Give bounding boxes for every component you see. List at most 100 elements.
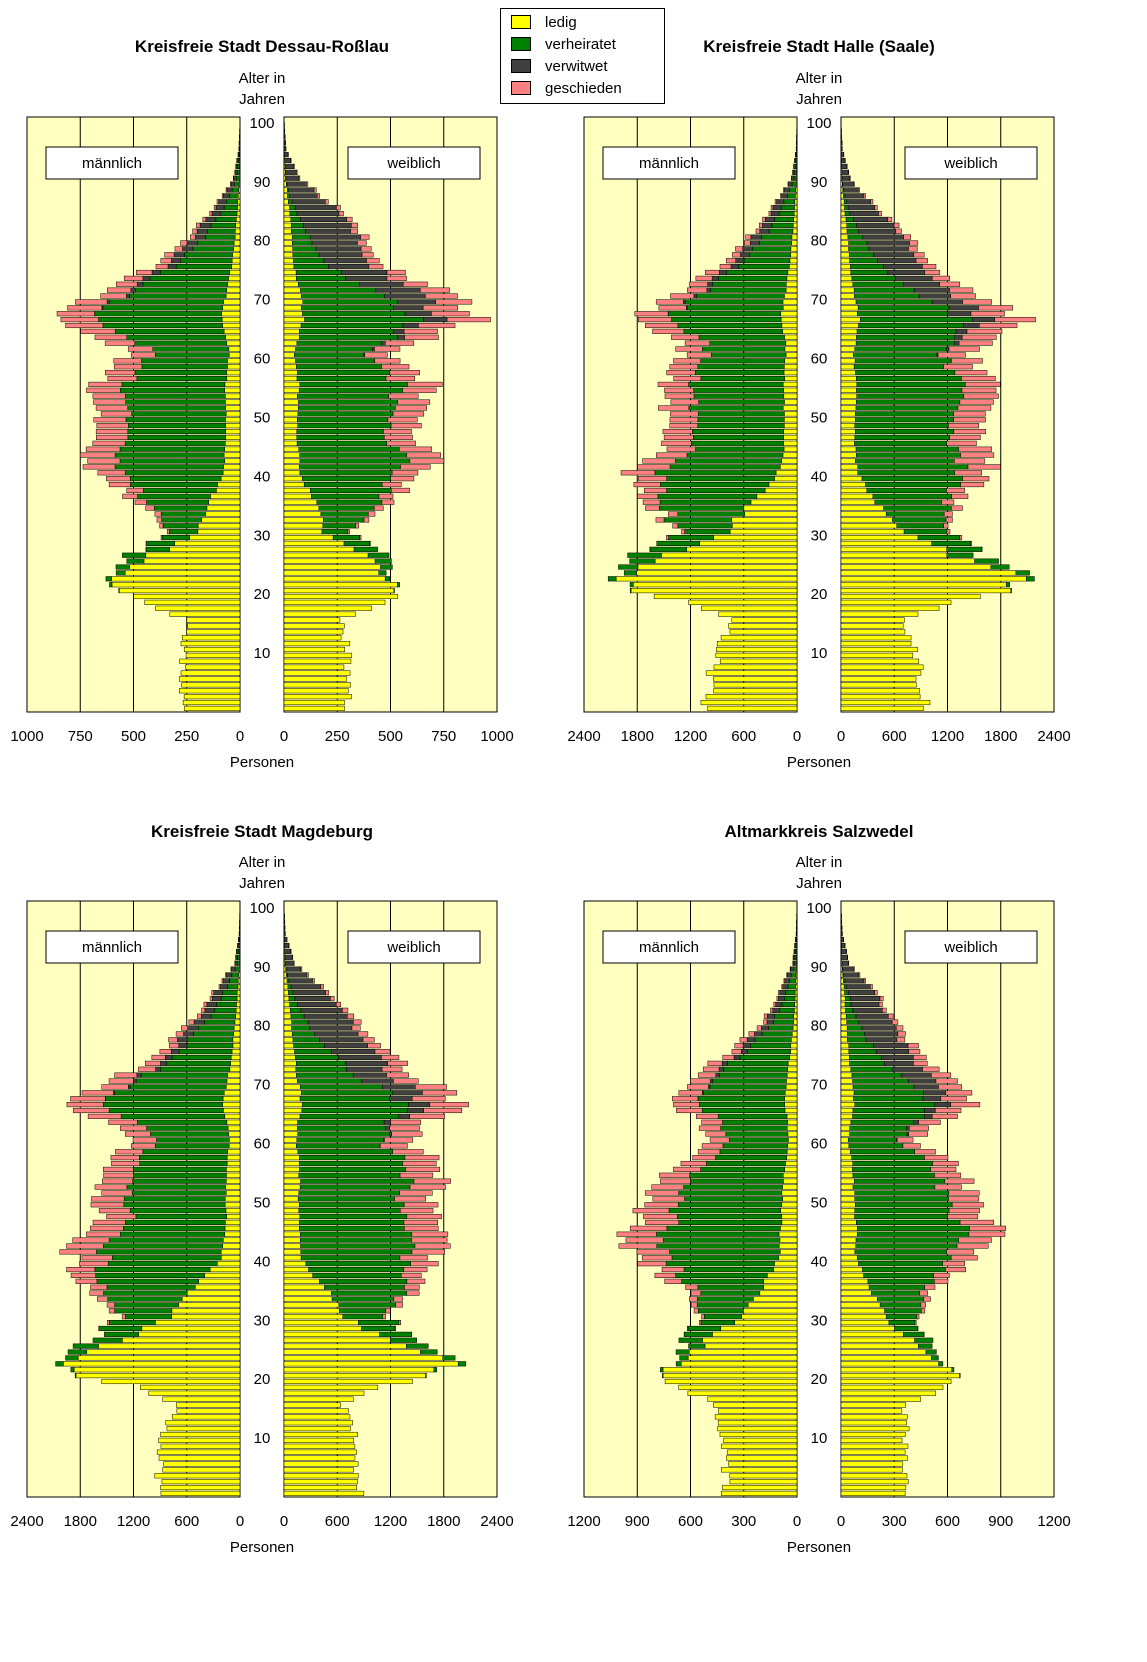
bar-male-ledig [715, 652, 798, 658]
bar-female-geschieden [360, 234, 370, 240]
bar-female-verwitwet [284, 942, 290, 949]
bar-male-geschieden [748, 1031, 755, 1037]
bar-male-ledig [712, 1331, 798, 1337]
bar-female-geschieden [399, 1190, 433, 1196]
bar-female-geschieden [397, 399, 431, 405]
bar-male-ledig [179, 658, 241, 664]
bar-male-verheiratet [750, 1043, 792, 1049]
bar-male-ledig [785, 287, 798, 293]
bar-male-geschieden [671, 334, 700, 340]
bar-female-verheiratet [297, 411, 394, 417]
bar-male-ledig [233, 1031, 241, 1037]
bar-male-ledig [793, 211, 798, 217]
bar-male-verheiratet [787, 193, 796, 199]
bar-female-verheiratet [872, 493, 952, 499]
bar-male-ledig [225, 428, 241, 435]
bar-female-verheiratet [425, 1373, 427, 1379]
bar-male-geschieden [230, 181, 232, 187]
bar-female-ledig [840, 1473, 908, 1479]
bar-female-verwitwet [853, 216, 889, 222]
bar-female-ledig [840, 334, 857, 340]
bar-male-verheiratet [712, 281, 787, 287]
bar-female-verheiratet [297, 1078, 363, 1084]
bar-female-ledig [283, 517, 324, 523]
bar-female-verwitwet [288, 978, 313, 984]
bar-male-ledig [183, 694, 241, 700]
x-tick-label-female: 1200 [931, 728, 964, 745]
bar-female-geschieden [383, 434, 413, 440]
bar-male-verwitwet [226, 972, 233, 978]
bar-male-geschieden [60, 317, 99, 323]
bar-female-ledig [840, 1384, 944, 1390]
bar-female-ledig [283, 1296, 333, 1302]
bar-male-geschieden [87, 1113, 122, 1119]
bar-male-geschieden [113, 358, 142, 364]
bar-female-verwitwet [847, 205, 875, 211]
bar-male-geschieden [731, 1049, 742, 1055]
bar-female-verwitwet [346, 1066, 383, 1072]
bar-female-geschieden [934, 1278, 949, 1284]
bar-male-ledig [721, 1490, 798, 1496]
age-tick-label: 30 [811, 1312, 828, 1329]
bar-female-geschieden [953, 411, 986, 417]
bar-male-geschieden [763, 1013, 768, 1019]
bar-male-ledig [654, 558, 798, 564]
bar-male-ledig [789, 264, 798, 270]
bar-female-ledig [840, 1343, 919, 1349]
bar-male-verheiratet [234, 181, 240, 187]
bar-male-verwitwet [766, 1013, 775, 1019]
x-tick-label-female: 600 [935, 1513, 960, 1530]
bar-female-ledig [840, 428, 856, 435]
bar-female-verheiratet [990, 564, 1010, 570]
bar-female-verwitwet [858, 1019, 893, 1025]
bar-male-geschieden [690, 1302, 698, 1308]
bar-male-ledig [784, 1107, 798, 1114]
bar-female-ledig [283, 1031, 293, 1037]
bar-male-ledig [169, 611, 241, 617]
bar-female-ledig [283, 511, 322, 517]
bar-male-geschieden [103, 1172, 134, 1178]
bar-male-verheiratet [126, 558, 145, 564]
bar-male-ledig [223, 299, 241, 305]
bar-male-verwitwet [740, 1049, 748, 1055]
bar-female-verheiratet [297, 393, 389, 399]
x-tick-label-female: 0 [280, 1513, 288, 1530]
bar-female-geschieden [446, 317, 491, 323]
bar-female-verheiratet [1010, 588, 1012, 594]
bar-male-verheiratet [210, 1013, 236, 1019]
bar-male-geschieden [106, 1302, 115, 1308]
bar-female-verheiratet [1026, 576, 1035, 582]
bar-female-geschieden [970, 311, 1005, 317]
bar-male-ledig [781, 458, 798, 464]
bar-female-geschieden [940, 1096, 967, 1102]
bar-male-verheiratet [663, 517, 733, 523]
bar-female-verheiratet [854, 434, 950, 440]
bar-female-verheiratet [903, 1331, 925, 1337]
bar-female-verheiratet [304, 317, 424, 323]
bar-male-ledig [77, 1355, 241, 1361]
bar-female-geschieden [924, 1155, 949, 1161]
chart-title: Altmarkkreis Salzwedel [725, 822, 914, 841]
bar-male-ledig [782, 1172, 798, 1178]
x-tick-label-female: 1200 [374, 1513, 407, 1530]
bar-male-geschieden [107, 287, 132, 293]
bar-male-verheiratet [141, 364, 228, 370]
bar-female-ledig [840, 682, 917, 688]
bar-female-ledig [840, 1402, 907, 1408]
bar-female-verheiratet [853, 287, 915, 293]
female-label: weiblich [943, 155, 997, 172]
bar-male-verheiratet [187, 1037, 234, 1043]
x-tick-label-male: 0 [793, 1513, 801, 1530]
bar-female-verheiratet [361, 1325, 396, 1332]
bar-male-ledig [138, 1331, 241, 1337]
bar-female-verwitwet [310, 234, 361, 240]
bar-male-ledig [780, 1208, 798, 1214]
bar-male-geschieden [93, 417, 127, 423]
bar-male-verheiratet [119, 1231, 225, 1237]
bar-female-verheiratet [374, 558, 392, 564]
bar-male-verheiratet [106, 1284, 196, 1290]
bar-male-verheiratet [676, 1213, 782, 1220]
bar-female-ledig [283, 996, 290, 1002]
bar-female-geschieden [951, 1202, 984, 1208]
bar-male-verheiratet [67, 1349, 88, 1355]
